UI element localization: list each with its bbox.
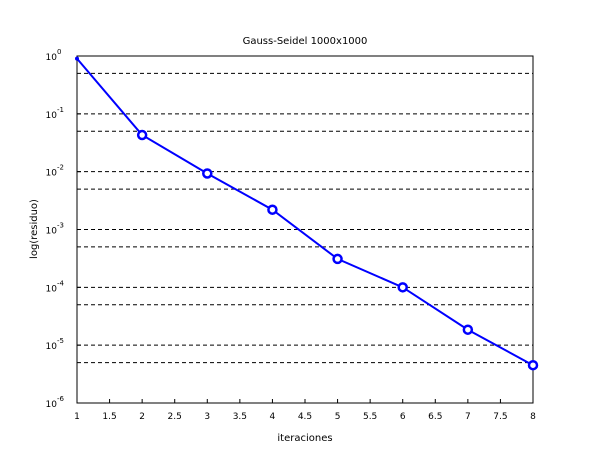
grid-lines (77, 55, 533, 364)
y-tick-label: 10 (46, 169, 58, 179)
data-point (462, 324, 474, 335)
series-layer (75, 56, 539, 371)
data-point (75, 56, 79, 61)
x-axis-label: iteraciones (277, 433, 332, 444)
x-tick-label: 1 (74, 412, 80, 422)
y-tick-exponent: -1 (57, 106, 64, 114)
y-tick-exponent: -2 (57, 164, 64, 172)
x-tick-label: 8 (530, 412, 536, 422)
x-tick-label: 7 (465, 412, 471, 422)
chart-title: Gauss-Seidel 1000x1000 (243, 36, 368, 47)
y-axis-label: log(residuo) (29, 199, 40, 259)
x-tick-label: 1.5 (102, 412, 116, 422)
y-tick-label: 10 (46, 111, 58, 121)
x-axis: 1 1.5 2 2.5 3 3.5 4 4.5 5 5.5 6 6.5 7 7.5 8 (74, 399, 536, 422)
x-tick-label: 3 (204, 412, 210, 422)
y-tick-label: 10 (46, 227, 58, 237)
y-tick-label: 10 (46, 342, 58, 352)
data-point (267, 204, 278, 215)
y-tick-exponent: -3 (57, 222, 64, 230)
x-tick-label: 6.5 (428, 412, 442, 422)
data-point (332, 253, 343, 265)
data-point (397, 282, 408, 293)
x-tick-label: 4.5 (298, 412, 312, 422)
x-tick-label: 7.5 (493, 412, 507, 422)
x-tick-label: 5.5 (363, 412, 377, 422)
x-tick-label: 2.5 (168, 412, 182, 422)
y-tick-exponent: -6 (57, 395, 65, 403)
series-line (76, 57, 534, 367)
y-tick-label: 10 (46, 400, 58, 410)
x-tick-label: 6 (400, 412, 406, 422)
x-tick-label: 2 (139, 412, 145, 422)
data-point (527, 359, 539, 371)
y-tick-exponent: -5 (57, 337, 64, 345)
y-tick-label: 10 (46, 53, 58, 63)
y-tick-exponent: -4 (57, 279, 65, 287)
x-tick-label: 4 (270, 412, 276, 422)
data-point (202, 168, 213, 179)
data-point (136, 129, 148, 141)
x-tick-label: 5 (335, 412, 341, 422)
y-tick-label: 10 (46, 284, 58, 294)
y-tick-exponent: 0 (57, 48, 61, 56)
x-tick-label: 3.5 (233, 412, 247, 422)
